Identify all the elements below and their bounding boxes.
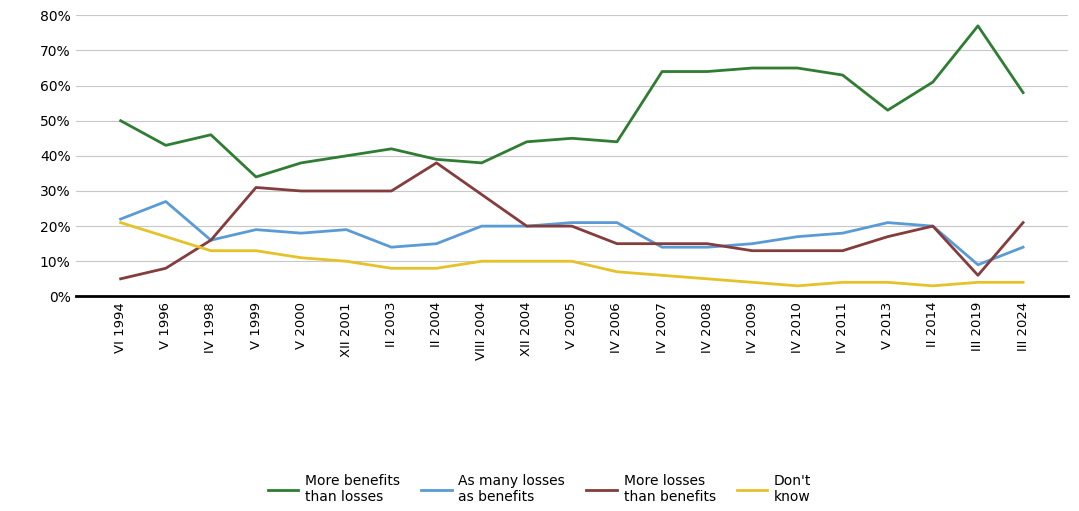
More losses
than benefits — [114, 276, 127, 282]
As many losses
as benefits — [565, 220, 578, 226]
As many losses
as benefits — [836, 230, 849, 236]
As many losses
as benefits — [160, 198, 173, 204]
As many losses
as benefits — [700, 244, 713, 250]
More benefits
than losses — [746, 65, 759, 71]
More losses
than benefits — [700, 241, 713, 247]
More benefits
than losses — [520, 139, 533, 145]
Don't
know — [1016, 279, 1029, 285]
More losses
than benefits — [431, 160, 443, 166]
Don't
know — [520, 258, 533, 264]
Don't
know — [971, 279, 984, 285]
More benefits
than losses — [340, 153, 353, 159]
As many losses
as benefits — [114, 216, 127, 222]
Line: Don't
know: Don't know — [121, 223, 1023, 286]
As many losses
as benefits — [475, 223, 488, 229]
More benefits
than losses — [882, 107, 894, 113]
More losses
than benefits — [295, 188, 308, 194]
As many losses
as benefits — [1016, 244, 1029, 250]
More losses
than benefits — [791, 248, 804, 254]
As many losses
as benefits — [249, 226, 262, 233]
More losses
than benefits — [746, 248, 759, 254]
Legend: More benefits
than losses, As many losses
as benefits, More losses
than benefits: More benefits than losses, As many losse… — [268, 474, 811, 504]
More benefits
than losses — [791, 65, 804, 71]
As many losses
as benefits — [927, 223, 940, 229]
More losses
than benefits — [204, 237, 217, 243]
As many losses
as benefits — [656, 244, 669, 250]
Don't
know — [565, 258, 578, 264]
As many losses
as benefits — [746, 241, 759, 247]
As many losses
as benefits — [971, 262, 984, 268]
As many losses
as benefits — [385, 244, 398, 250]
As many losses
as benefits — [611, 220, 624, 226]
Don't
know — [700, 276, 713, 282]
More losses
than benefits — [565, 223, 578, 229]
More losses
than benefits — [160, 265, 173, 271]
More benefits
than losses — [385, 146, 398, 152]
More losses
than benefits — [971, 272, 984, 278]
Don't
know — [431, 265, 443, 271]
As many losses
as benefits — [431, 241, 443, 247]
More benefits
than losses — [204, 132, 217, 138]
Don't
know — [160, 234, 173, 240]
Line: More benefits
than losses: More benefits than losses — [121, 26, 1023, 177]
More benefits
than losses — [971, 23, 984, 29]
Don't
know — [295, 254, 308, 261]
Don't
know — [114, 220, 127, 226]
More losses
than benefits — [927, 223, 940, 229]
More benefits
than losses — [249, 174, 262, 180]
As many losses
as benefits — [295, 230, 308, 236]
Don't
know — [611, 269, 624, 275]
More losses
than benefits — [475, 192, 488, 198]
Don't
know — [204, 248, 217, 254]
Don't
know — [475, 258, 488, 264]
Don't
know — [927, 283, 940, 289]
More losses
than benefits — [656, 241, 669, 247]
More benefits
than losses — [431, 156, 443, 162]
More benefits
than losses — [160, 142, 173, 148]
More losses
than benefits — [1016, 220, 1029, 226]
More losses
than benefits — [611, 241, 624, 247]
More losses
than benefits — [836, 248, 849, 254]
More losses
than benefits — [882, 234, 894, 240]
More benefits
than losses — [611, 139, 624, 145]
Don't
know — [791, 283, 804, 289]
More benefits
than losses — [927, 79, 940, 85]
More benefits
than losses — [836, 72, 849, 78]
More benefits
than losses — [700, 68, 713, 75]
More losses
than benefits — [340, 188, 353, 194]
Line: As many losses
as benefits: As many losses as benefits — [121, 201, 1023, 265]
As many losses
as benefits — [204, 237, 217, 243]
More benefits
than losses — [114, 118, 127, 124]
More benefits
than losses — [656, 68, 669, 75]
More benefits
than losses — [295, 160, 308, 166]
Don't
know — [656, 272, 669, 278]
Don't
know — [340, 258, 353, 264]
Don't
know — [882, 279, 894, 285]
As many losses
as benefits — [520, 223, 533, 229]
Don't
know — [746, 279, 759, 285]
Don't
know — [836, 279, 849, 285]
More losses
than benefits — [520, 223, 533, 229]
Don't
know — [385, 265, 398, 271]
As many losses
as benefits — [340, 226, 353, 233]
More benefits
than losses — [565, 135, 578, 142]
As many losses
as benefits — [791, 234, 804, 240]
Don't
know — [249, 248, 262, 254]
More losses
than benefits — [249, 184, 262, 191]
More benefits
than losses — [475, 160, 488, 166]
Line: More losses
than benefits: More losses than benefits — [121, 163, 1023, 279]
More benefits
than losses — [1016, 89, 1029, 96]
More losses
than benefits — [385, 188, 398, 194]
As many losses
as benefits — [882, 220, 894, 226]
